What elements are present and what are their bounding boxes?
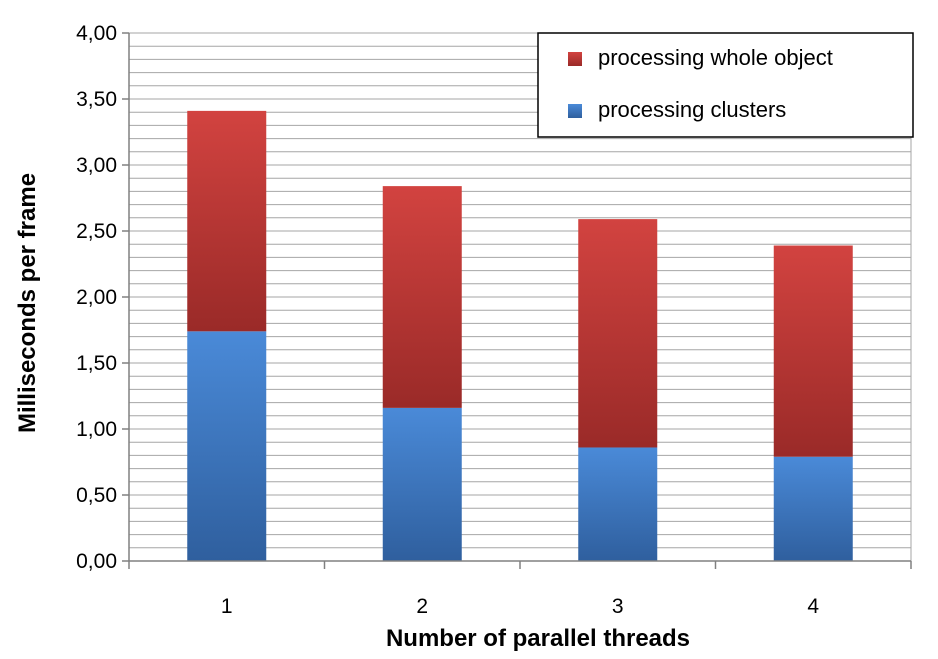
x-axis-title: Number of parallel threads	[386, 625, 690, 652]
bar-clusters-2	[382, 407, 462, 561]
legend-label: processing whole object	[598, 45, 833, 70]
y-tick-label: 0,00	[76, 550, 117, 573]
y-tick-label: 4,00	[76, 22, 117, 45]
axes	[122, 32, 912, 569]
x-tick-label: 1	[221, 595, 233, 618]
bar-whole-object-3	[578, 219, 658, 448]
bar-clusters-4	[773, 456, 853, 561]
y-tick-labels: 0,00 0,50 1,00 1,50 2,00 2,50 3,00 3,50 4,00	[76, 22, 117, 573]
legend-label: processing clusters	[598, 97, 786, 122]
x-tick-label: 3	[612, 595, 624, 618]
bars	[187, 110, 853, 561]
legend-box	[537, 32, 914, 138]
bar-whole-object-1	[187, 110, 267, 332]
legend: processing whole object processing cluste…	[537, 32, 914, 138]
legend-swatch	[568, 52, 582, 66]
bar-clusters-3	[578, 447, 658, 561]
bar-whole-object-4	[773, 245, 853, 457]
legend-swatch	[568, 104, 582, 118]
y-axis-title: Milliseconds per frame	[14, 173, 41, 433]
y-tick-label: 1,50	[76, 352, 117, 375]
y-tick-label: 3,50	[76, 88, 117, 111]
y-tick-label: 0,50	[76, 484, 117, 507]
bar-clusters-1	[187, 331, 267, 561]
bar-whole-object-2	[382, 186, 462, 408]
y-tick-label: 2,00	[76, 286, 117, 309]
y-tick-label: 3,00	[76, 154, 117, 177]
x-tick-label: 4	[807, 595, 819, 618]
x-tick-label: 2	[416, 595, 428, 618]
y-tick-label: 2,50	[76, 220, 117, 243]
y-tick-label: 1,00	[76, 418, 117, 441]
x-tick-labels: 1 2 3 4	[221, 595, 820, 618]
